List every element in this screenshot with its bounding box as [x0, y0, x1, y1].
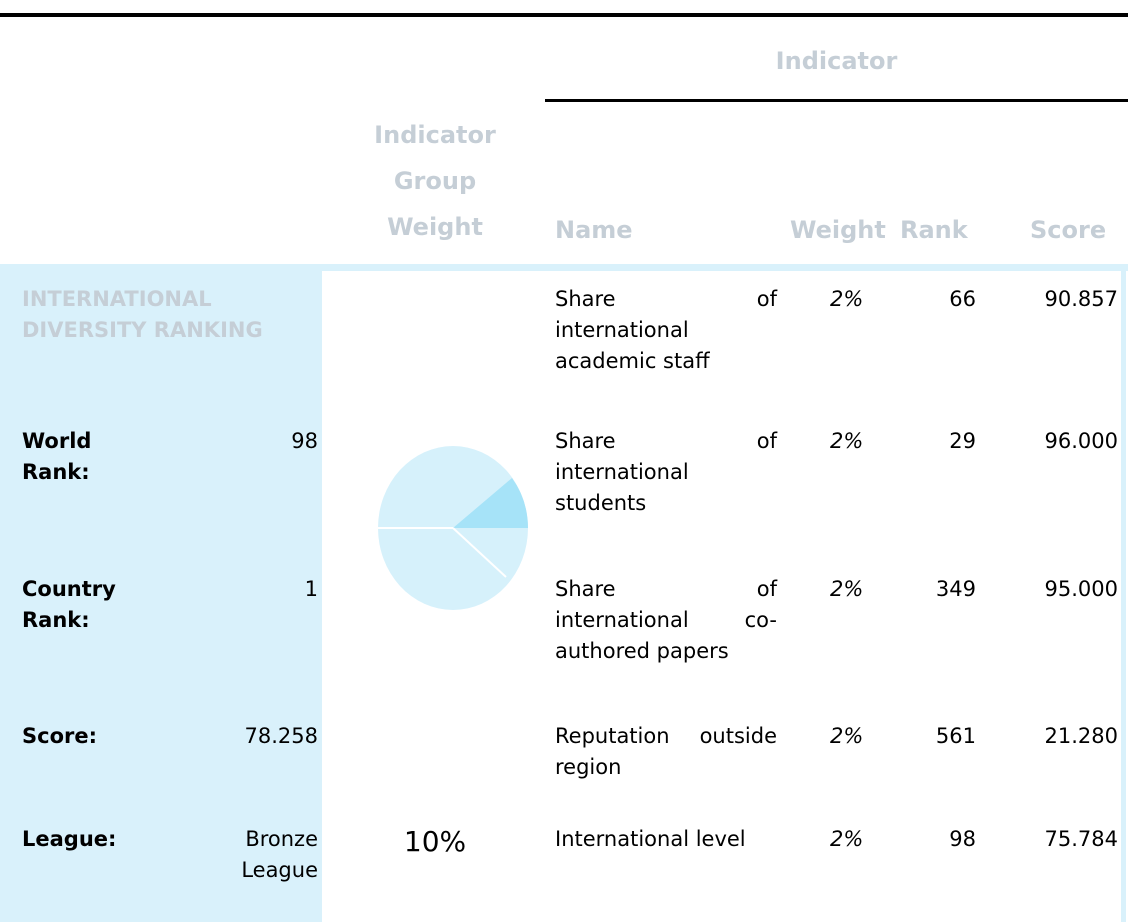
body-top-band — [0, 264, 1128, 271]
pie-divider — [452, 527, 507, 578]
indicator-score: 96.000 — [1044, 429, 1118, 453]
indicator-weight: 2% — [830, 287, 864, 311]
group-title: INTERNATIONAL DIVERSITY RANKING — [22, 287, 263, 342]
field-label: League: — [22, 827, 117, 851]
top-rule — [0, 13, 1128, 17]
indicator-name: Share of international students — [555, 429, 777, 515]
header-indicator: Indicator — [775, 47, 898, 75]
field-value: 1 — [304, 577, 318, 601]
indicator-rank: 66 — [949, 287, 976, 311]
left-panel — [0, 264, 322, 922]
indicator-name: Share of international co-authored paper… — [555, 577, 777, 663]
group-weight: 10% — [403, 825, 467, 858]
header-score: Score — [1030, 216, 1107, 244]
pie-highlight — [453, 478, 528, 528]
indicator-score: 90.857 — [1044, 287, 1118, 311]
header-rule — [545, 99, 1128, 102]
field-label: World Rank: — [22, 429, 92, 484]
indicator-name: Reputation outside region — [555, 724, 777, 779]
indicator-rank: 349 — [935, 577, 976, 601]
indicator-score: 21.280 — [1044, 724, 1118, 748]
indicator-weight: 2% — [830, 577, 864, 601]
indicator-rank: 561 — [935, 724, 976, 748]
field-label: Score: — [22, 724, 97, 748]
header-rank: Rank — [900, 216, 968, 244]
indicator-weight: 2% — [830, 429, 864, 453]
header-group-weight: Indicator Group Weight — [374, 121, 496, 241]
indicator-rank: 98 — [949, 827, 976, 851]
right-border — [1121, 264, 1126, 922]
field-label: Country Rank: — [22, 577, 116, 632]
indicator-weight: 2% — [830, 827, 864, 851]
indicator-name: Share of international academic staff — [555, 287, 777, 373]
field-value: Bronze League — [241, 827, 318, 882]
indicator-name: International level — [555, 827, 746, 851]
field-value: 98 — [291, 429, 318, 453]
header-weight: Weight — [790, 216, 886, 244]
indicator-weight: 2% — [830, 724, 864, 748]
indicator-score: 75.784 — [1044, 827, 1118, 851]
field-value: 78.258 — [244, 724, 318, 748]
header-name: Name — [555, 216, 633, 244]
indicator-score: 95.000 — [1044, 577, 1118, 601]
indicator-rank: 29 — [949, 429, 976, 453]
